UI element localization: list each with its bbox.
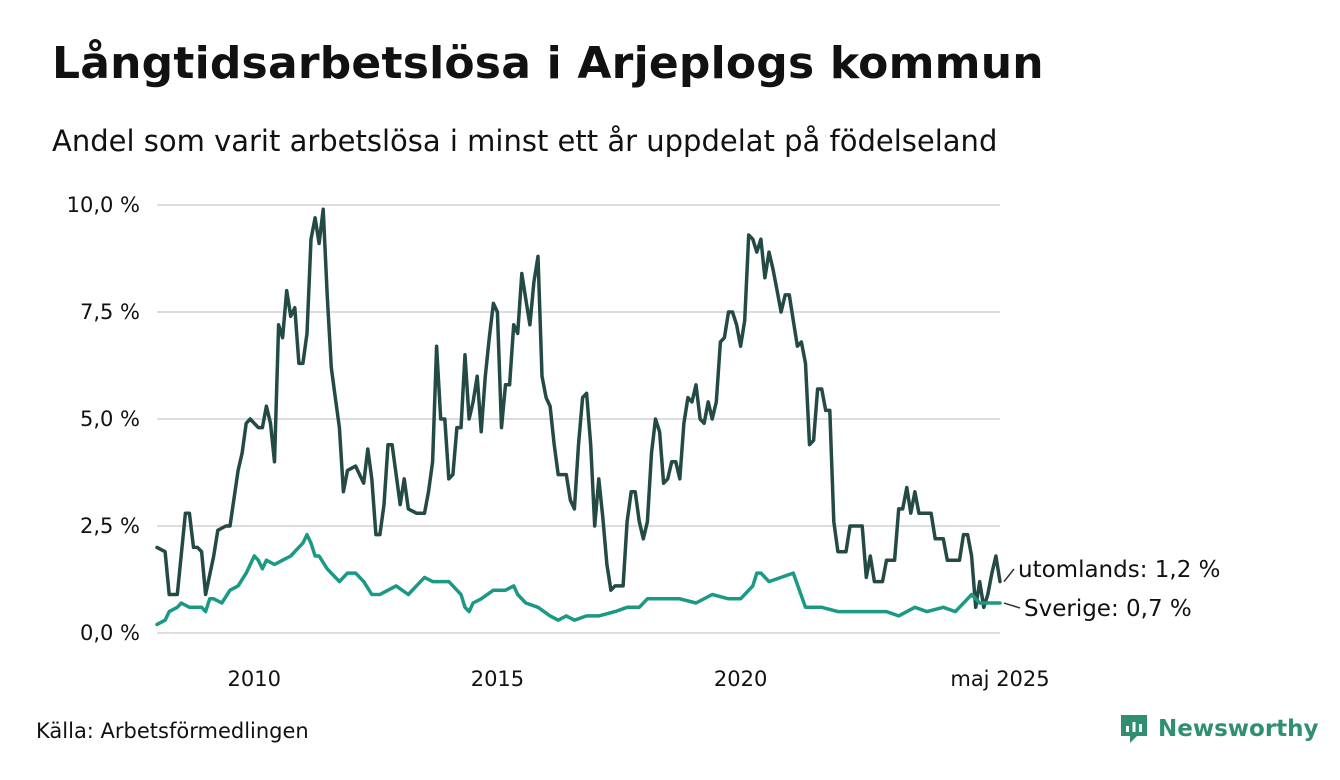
series-line-utomlands xyxy=(155,207,1002,610)
brand-logo[interactable]: Newsworthy xyxy=(1118,712,1319,746)
newsworthy-logo-icon xyxy=(1121,715,1147,743)
series-lines xyxy=(155,207,1002,627)
x-tick-label: maj 2025 xyxy=(950,667,1049,691)
leader-line-utomlands xyxy=(1003,568,1015,583)
leader-line-sverige xyxy=(1003,602,1021,609)
x-tick-label: 2015 xyxy=(471,667,524,691)
x-tick-label: 2010 xyxy=(228,667,281,691)
x-tick-label: 2020 xyxy=(714,667,767,691)
source-note: Källa: Arbetsförmedlingen xyxy=(36,719,309,743)
y-tick-label: 10,0 % xyxy=(67,193,140,217)
y-tick-label: 7,5 % xyxy=(80,300,140,324)
chart-subtitle: Andel som varit arbetslösa i minst ett å… xyxy=(52,124,998,158)
line-chart: 0,0 % 2,5 % 5,0 % 7,5 % 10,0 % 2010 2015 2020 m… xyxy=(67,193,1221,691)
series-line-sverige xyxy=(155,532,1002,627)
brand-name: Newsworthy xyxy=(1158,716,1319,742)
x-axis-ticks: 2010 2015 2020 maj 2025 xyxy=(228,667,1050,691)
end-label-sverige: Sverige: 0,7 % xyxy=(1024,596,1192,622)
y-tick-label: 0,0 % xyxy=(80,621,140,645)
end-label-utomlands: utomlands: 1,2 % xyxy=(1018,557,1221,583)
y-tick-label: 2,5 % xyxy=(80,514,140,538)
chart-title: Långtidsarbetslösa i Arjeplogs kommun xyxy=(52,38,1044,89)
y-tick-label: 5,0 % xyxy=(80,407,140,431)
y-axis-ticks: 0,0 % 2,5 % 5,0 % 7,5 % 10,0 % xyxy=(67,193,140,645)
end-labels: utomlands: 1,2 % Sverige: 0,7 % xyxy=(1003,557,1221,622)
